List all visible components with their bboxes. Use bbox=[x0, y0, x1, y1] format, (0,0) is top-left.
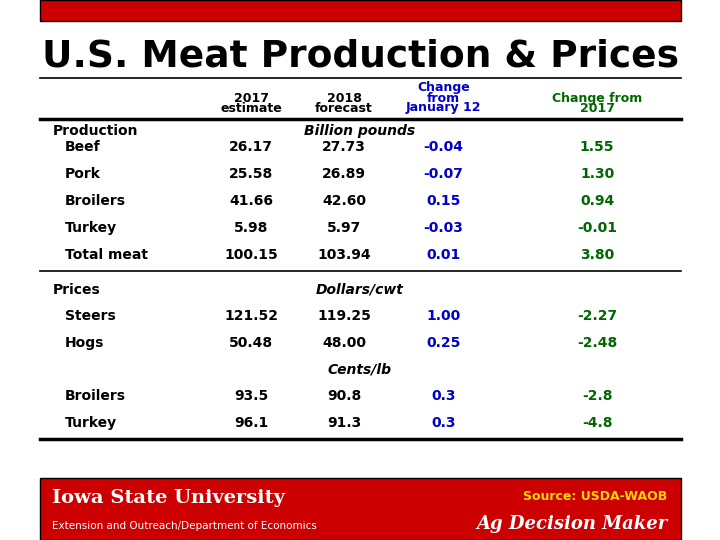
Text: 0.94: 0.94 bbox=[580, 194, 614, 208]
Text: 50.48: 50.48 bbox=[229, 336, 273, 350]
Text: -2.48: -2.48 bbox=[577, 336, 617, 350]
Text: Broilers: Broilers bbox=[65, 194, 126, 208]
Text: 27.73: 27.73 bbox=[322, 140, 366, 154]
Text: 119.25: 119.25 bbox=[317, 309, 371, 323]
Text: Turkey: Turkey bbox=[65, 416, 117, 430]
Text: -0.01: -0.01 bbox=[577, 221, 617, 235]
Text: U.S. Meat Production & Prices: U.S. Meat Production & Prices bbox=[42, 39, 678, 75]
Text: 2018: 2018 bbox=[327, 92, 361, 105]
Text: 1.55: 1.55 bbox=[580, 140, 614, 154]
Text: 26.89: 26.89 bbox=[322, 167, 366, 181]
Text: Cents/lb: Cents/lb bbox=[328, 363, 392, 377]
Text: 1.30: 1.30 bbox=[580, 167, 614, 181]
Text: -0.07: -0.07 bbox=[423, 167, 463, 181]
Text: 5.97: 5.97 bbox=[327, 221, 361, 235]
Text: 0.3: 0.3 bbox=[431, 389, 456, 403]
Text: Production: Production bbox=[53, 124, 138, 138]
Text: Change: Change bbox=[417, 81, 469, 94]
Text: Ag Decision Maker: Ag Decision Maker bbox=[477, 516, 667, 534]
Text: Extension and Outreach/Department of Economics: Extension and Outreach/Department of Eco… bbox=[53, 521, 318, 531]
Text: 3.80: 3.80 bbox=[580, 248, 614, 262]
Text: Billion pounds: Billion pounds bbox=[305, 124, 415, 138]
FancyBboxPatch shape bbox=[40, 478, 680, 540]
Text: 91.3: 91.3 bbox=[327, 416, 361, 430]
Text: 42.60: 42.60 bbox=[322, 194, 366, 208]
Text: 41.66: 41.66 bbox=[229, 194, 273, 208]
Text: -4.8: -4.8 bbox=[582, 416, 613, 430]
Text: 25.58: 25.58 bbox=[229, 167, 273, 181]
Text: -0.03: -0.03 bbox=[423, 221, 463, 235]
Text: Beef: Beef bbox=[65, 140, 101, 154]
Text: 121.52: 121.52 bbox=[224, 309, 278, 323]
Text: Total meat: Total meat bbox=[65, 248, 148, 262]
Text: 5.98: 5.98 bbox=[234, 221, 269, 235]
Text: 0.25: 0.25 bbox=[426, 336, 461, 350]
Text: Source: USDA-WAOB: Source: USDA-WAOB bbox=[523, 490, 667, 503]
Text: 48.00: 48.00 bbox=[322, 336, 366, 350]
Text: -2.27: -2.27 bbox=[577, 309, 617, 323]
Text: Pork: Pork bbox=[65, 167, 101, 181]
Text: 0.15: 0.15 bbox=[426, 194, 461, 208]
Text: Turkey: Turkey bbox=[65, 221, 117, 235]
Text: forecast: forecast bbox=[315, 102, 373, 114]
Text: 103.94: 103.94 bbox=[318, 248, 371, 262]
Text: Broilers: Broilers bbox=[65, 389, 126, 403]
Text: -2.8: -2.8 bbox=[582, 389, 613, 403]
Text: 93.5: 93.5 bbox=[234, 389, 268, 403]
Text: January 12: January 12 bbox=[405, 102, 481, 114]
Text: from: from bbox=[427, 92, 460, 105]
Text: Change from: Change from bbox=[552, 92, 642, 105]
Text: Prices: Prices bbox=[53, 283, 100, 297]
Text: 1.00: 1.00 bbox=[426, 309, 461, 323]
Text: -0.04: -0.04 bbox=[423, 140, 464, 154]
Text: 96.1: 96.1 bbox=[234, 416, 268, 430]
Text: estimate: estimate bbox=[220, 102, 282, 114]
Text: 26.17: 26.17 bbox=[229, 140, 273, 154]
Text: 90.8: 90.8 bbox=[327, 389, 361, 403]
Text: Hogs: Hogs bbox=[65, 336, 104, 350]
Text: Steers: Steers bbox=[65, 309, 116, 323]
Text: Iowa State University: Iowa State University bbox=[53, 489, 285, 507]
Text: 100.15: 100.15 bbox=[224, 248, 278, 262]
FancyBboxPatch shape bbox=[40, 0, 680, 21]
Text: 0.3: 0.3 bbox=[431, 416, 456, 430]
Text: 0.01: 0.01 bbox=[426, 248, 461, 262]
Text: 2017: 2017 bbox=[580, 102, 615, 114]
Text: 2017: 2017 bbox=[233, 92, 269, 105]
Text: Dollars/cwt: Dollars/cwt bbox=[316, 283, 404, 297]
